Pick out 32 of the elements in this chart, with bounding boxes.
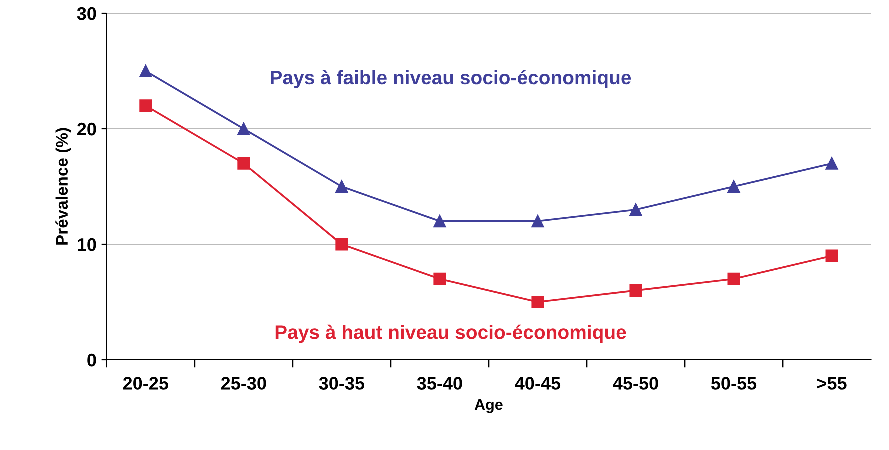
point [434,272,446,286]
text: Pays à faible niveau socio-économique [271,70,632,88]
point [630,284,642,297]
x-axis-title: Age [474,400,503,414]
series-label: Pays à haut niveau socio-économique [276,324,626,344]
point [728,272,740,286]
point [728,180,740,193]
y-tick-label: 10 [78,238,96,252]
point [826,250,838,262]
point [826,157,838,170]
x-tick-label: 45-50 [613,377,658,390]
point [532,215,544,228]
x-tick-label: 30-35 [319,377,365,390]
point [336,180,348,193]
point [238,122,250,136]
point [336,238,348,251]
x-tick-label: >55 [817,377,847,390]
y-tick-label: 20 [78,122,96,136]
y-tick-label: 0 [88,354,96,367]
x-tick-label: 35-40 [417,377,462,390]
point [238,157,250,170]
point [140,65,152,78]
point [532,296,544,308]
x-tick-label: 25-30 [221,377,266,390]
x-tick-label: 50-55 [711,377,757,390]
y-tick-label: 30 [77,7,96,20]
x-tick-label: 40-45 [515,377,561,390]
x-tick-label: 20-25 [123,377,168,390]
point [140,100,152,112]
y-axis-title: Prévalence (%) [56,128,72,245]
point [630,204,642,216]
point [434,215,446,228]
